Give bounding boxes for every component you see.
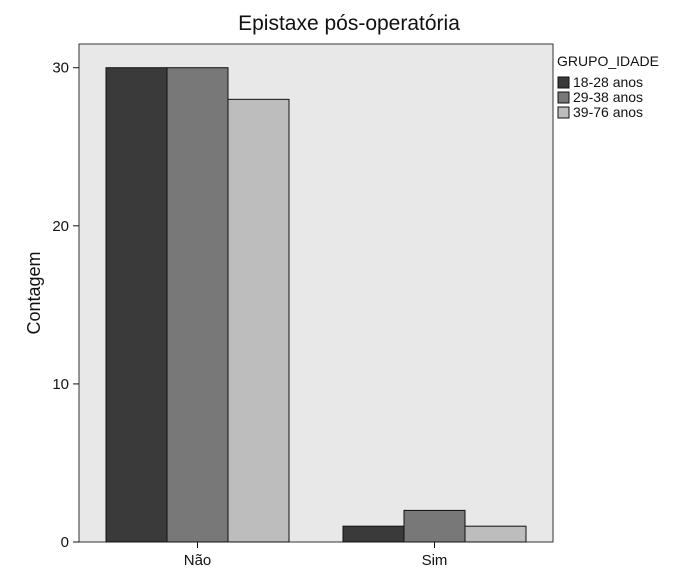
legend-swatch-2 <box>557 106 570 119</box>
bar-1-0 <box>342 525 405 543</box>
y-axis-label: Contagem <box>24 251 44 334</box>
bars-group <box>105 67 527 543</box>
bar-0-1 <box>166 67 229 543</box>
chart-title: Epistaxe pós-operatória <box>238 12 460 35</box>
bar-0-2 <box>227 98 290 543</box>
bar-1-2 <box>464 525 527 543</box>
y-tick-label-3: 30 <box>52 60 69 77</box>
y-tick-label-0: 0 <box>61 534 69 551</box>
legend-title: GRUPO_IDADE <box>557 53 659 69</box>
y-tick-label-2: 20 <box>52 218 69 235</box>
x-tick-label-0: Não <box>184 552 212 569</box>
x-axis: Não Sim <box>184 542 448 569</box>
legend-label-0: 18-28 anos <box>573 74 643 90</box>
bar-1-1 <box>403 509 466 543</box>
legend-label-2: 39-76 anos <box>573 104 643 120</box>
legend-swatch-1 <box>557 91 570 104</box>
bar-0-0 <box>105 67 168 543</box>
y-tick-label-1: 10 <box>52 376 69 393</box>
y-axis: 0 10 20 30 <box>52 60 79 551</box>
x-tick-label-1: Sim <box>422 552 448 569</box>
legend-label-1: 29-38 anos <box>573 89 643 105</box>
legend-swatch-0 <box>557 76 570 89</box>
